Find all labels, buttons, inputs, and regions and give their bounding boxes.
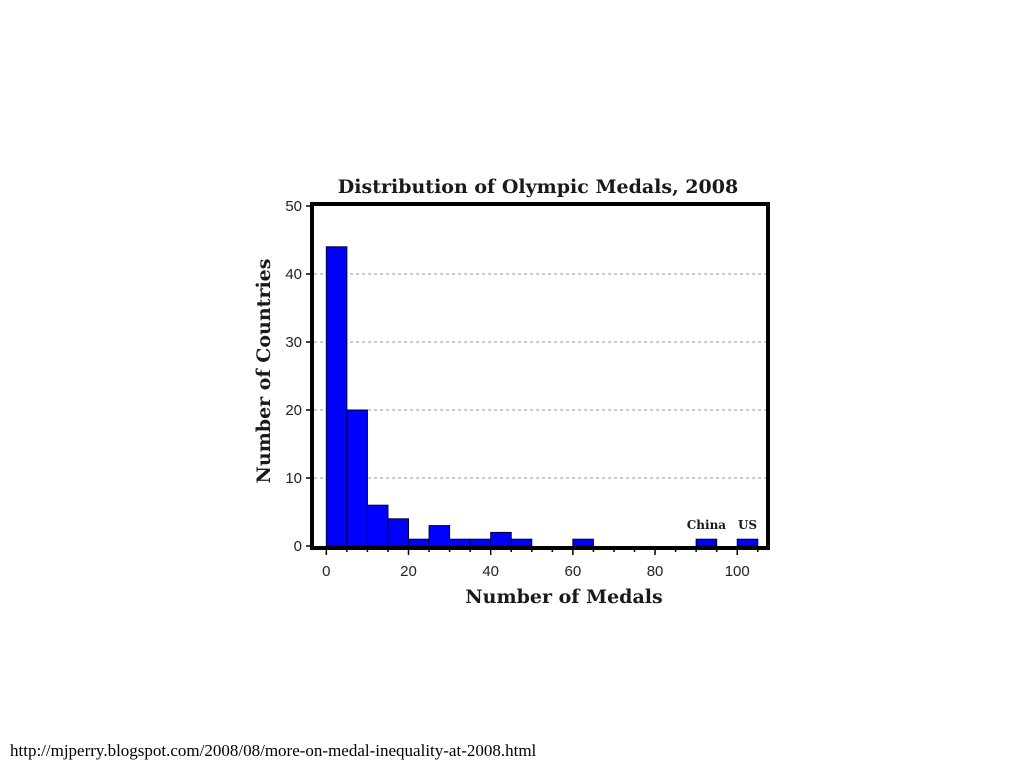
x-tick-label: 20 <box>400 563 417 580</box>
histogram-bar <box>428 525 451 547</box>
annotations: China US <box>687 518 757 532</box>
histogram-bar <box>510 538 533 547</box>
y-tick-label: 40 <box>285 266 302 283</box>
histogram-bar <box>490 531 512 547</box>
y-axis-ticks: 0 10 20 30 40 50 <box>285 198 312 555</box>
x-tick-label: 60 <box>565 563 582 580</box>
y-tick-label: 10 <box>285 470 302 487</box>
y-tick-label: 20 <box>285 402 302 419</box>
histogram-bar <box>469 538 492 547</box>
y-axis-label: Number of Countries <box>253 259 275 484</box>
gridlines <box>314 273 766 479</box>
annotation-label: US <box>738 518 757 532</box>
chart-title: Distribution of Olympic Medals, 2008 <box>338 176 738 198</box>
plot-frame <box>310 202 770 550</box>
x-axis-label: Number of Medals <box>465 586 662 608</box>
annotation-label: China <box>687 518 727 532</box>
histogram-bar <box>695 538 718 547</box>
histogram-bar <box>449 538 471 547</box>
x-tick-label: 80 <box>647 563 664 580</box>
y-tick-label: 0 <box>294 538 302 555</box>
x-tick-label: 0 <box>322 563 330 580</box>
bars <box>325 246 759 547</box>
x-axis-ticks: 0 20 40 60 80 100 <box>322 548 759 580</box>
y-tick-label: 50 <box>285 198 302 215</box>
y-tick-label: 30 <box>285 334 302 351</box>
histogram-bar <box>346 409 368 547</box>
source-url: http://mjperry.blogspot.com/2008/08/more… <box>10 741 537 760</box>
histogram-bar <box>736 538 759 547</box>
histogram-bar <box>366 504 389 547</box>
histogram-bar <box>387 518 410 547</box>
histogram-bar <box>408 538 430 547</box>
histogram-bar <box>325 246 348 547</box>
x-tick-label: 100 <box>725 563 750 580</box>
histogram-bar <box>572 538 594 547</box>
x-tick-label: 40 <box>482 563 499 580</box>
